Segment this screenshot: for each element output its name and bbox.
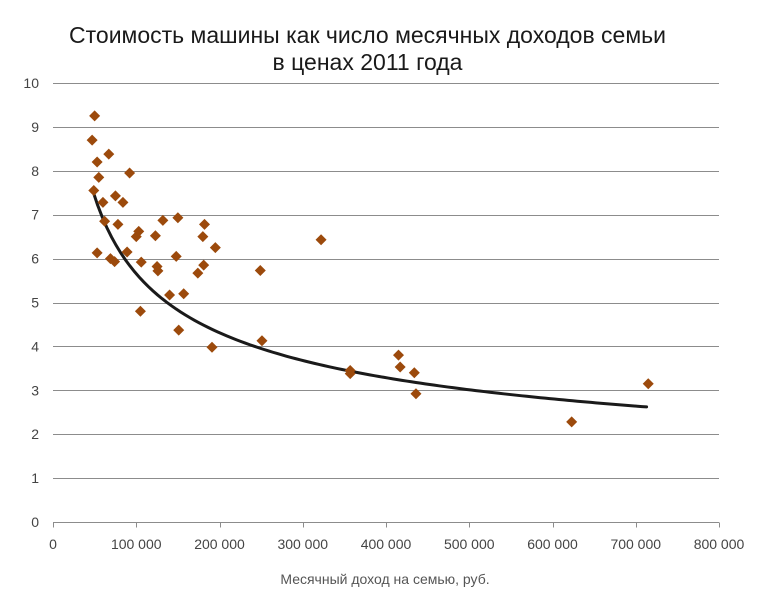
data-point <box>135 256 147 268</box>
data-point <box>256 335 268 347</box>
data-point <box>121 246 133 258</box>
y-tick-labels: 0 1 2 3 4 5 6 7 8 9 10 <box>23 75 39 530</box>
data-point <box>109 256 121 268</box>
trend-line <box>91 189 649 409</box>
data-point <box>197 231 209 243</box>
x-axis-title: Месячный доход на семью, руб. <box>280 571 490 587</box>
x-tick-label: 700 000 <box>610 536 661 552</box>
y-tick-label: 2 <box>31 426 39 442</box>
data-point <box>408 367 420 379</box>
x-tick-label: 100 000 <box>111 536 162 552</box>
data-point <box>117 196 129 208</box>
x-tick-label: 400 000 <box>361 536 412 552</box>
data-point <box>124 167 136 179</box>
y-tick-label: 5 <box>31 295 39 311</box>
data-point <box>254 264 266 276</box>
data-point <box>209 242 221 254</box>
x-tick-label: 500 000 <box>444 536 495 552</box>
data-point <box>91 247 103 259</box>
trend-layer <box>91 189 649 409</box>
data-point <box>410 388 422 400</box>
data-point <box>392 349 404 361</box>
chart-title-line-2: в ценах 2011 года <box>272 49 463 75</box>
data-point <box>91 156 103 168</box>
data-point <box>199 218 211 230</box>
data-point <box>164 289 176 301</box>
data-point <box>152 265 164 277</box>
data-point <box>170 250 182 262</box>
data-point <box>344 368 356 380</box>
data-point <box>149 230 161 242</box>
data-point <box>315 234 327 246</box>
data-point <box>88 185 100 197</box>
data-point <box>642 378 654 390</box>
y-tick-label: 7 <box>31 207 39 223</box>
y-tick-label: 0 <box>31 514 39 530</box>
data-point <box>93 171 105 183</box>
x-tick-label: 600 000 <box>527 536 578 552</box>
x-tick-label: 200 000 <box>194 536 245 552</box>
data-point <box>157 214 169 226</box>
data-point <box>99 215 111 227</box>
data-point <box>173 324 185 336</box>
gridlines <box>53 83 719 479</box>
data-point <box>192 267 204 279</box>
x-tick-label: 300 000 <box>277 536 328 552</box>
chart-title-line-1: Стоимость машины как число месячных дохо… <box>69 22 666 48</box>
data-point <box>86 134 98 146</box>
y-tick-label: 6 <box>31 251 39 267</box>
data-point <box>112 218 124 230</box>
data-point <box>178 288 190 300</box>
y-tick-label: 10 <box>23 75 39 91</box>
y-tick-label: 9 <box>31 119 39 135</box>
data-point <box>206 341 218 353</box>
data-point <box>172 212 184 224</box>
data-point <box>394 361 406 373</box>
y-tick-label: 3 <box>31 382 39 398</box>
y-tick-label: 4 <box>31 338 39 354</box>
chart-title: Стоимость машины как число месячных дохо… <box>0 22 735 76</box>
data-point <box>566 416 578 428</box>
data-point <box>97 196 109 208</box>
data-point <box>198 259 210 271</box>
data-point <box>109 190 121 202</box>
data-point <box>134 305 146 317</box>
data-points <box>86 110 654 428</box>
data-point <box>89 110 101 122</box>
y-tick-label: 8 <box>31 163 39 179</box>
data-point <box>133 225 145 237</box>
axes <box>53 522 720 528</box>
x-tick-labels: 0 100 000 200 000 300 000 400 000 500 000 600 … <box>49 536 744 552</box>
x-tick-label: 0 <box>49 536 57 552</box>
x-tick-label: 800 000 <box>694 536 745 552</box>
data-point <box>103 148 115 160</box>
y-tick-label: 1 <box>31 470 39 486</box>
